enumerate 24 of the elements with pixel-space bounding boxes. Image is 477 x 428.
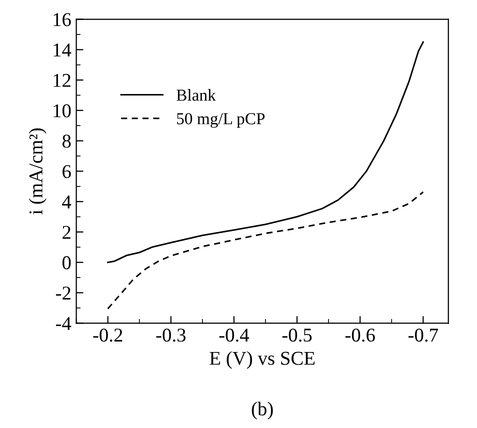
x-tick-label: -0.5 (282, 328, 312, 342)
x-tick-label: -0.3 (156, 328, 186, 342)
line-series (107, 41, 424, 264)
line-series (107, 191, 424, 310)
text: (b) (252, 402, 273, 420)
y-axis-title: i (mA/cm²) (28, 128, 46, 214)
y-tick-label: 8 (62, 134, 71, 148)
x-tick-label: -0.7 (408, 328, 438, 342)
x-axis-title: E (V) vs SCE (210, 351, 315, 369)
y-tick-label: 2 (62, 226, 70, 239)
y-tick-label: 0 (62, 256, 71, 270)
y-tick-label: 12 (54, 74, 70, 87)
y-tick-label: 4 (62, 196, 72, 208)
y-tick-label: 16 (54, 13, 71, 26)
y-tick-label: 10 (54, 104, 71, 118)
x-tick-label: -0.2 (93, 328, 122, 342)
y-tick-label: -2 (56, 286, 70, 300)
x-tick-label: -0.4 (219, 328, 250, 342)
y-tick-label: 14 (54, 44, 72, 56)
x-tick-label: -0.6 (345, 328, 375, 342)
legend-label: 50 mg/L pCP (177, 113, 265, 128)
y-tick-label: 6 (62, 165, 71, 178)
legend-label: Blank (176, 89, 216, 101)
y-tick-label: -4 (56, 317, 72, 330)
